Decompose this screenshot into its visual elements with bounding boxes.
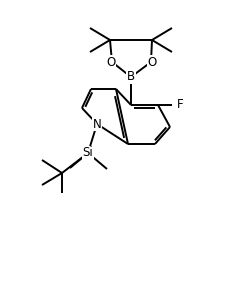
Text: O: O bbox=[106, 56, 116, 69]
Text: Si: Si bbox=[83, 146, 93, 160]
Text: B: B bbox=[127, 70, 135, 84]
Text: N: N bbox=[93, 117, 101, 131]
Text: F: F bbox=[177, 99, 183, 112]
Text: O: O bbox=[147, 56, 157, 69]
